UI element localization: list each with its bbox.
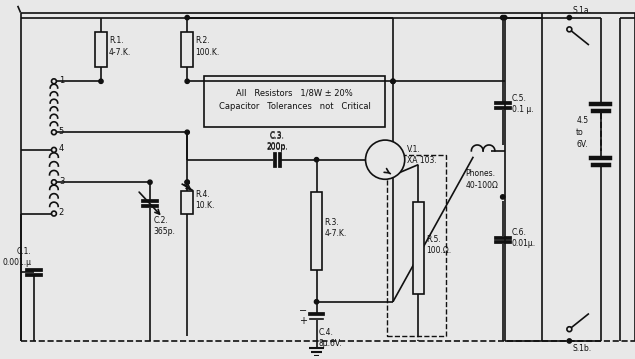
Bar [182,191,193,214]
Text: C.4.
8μ.6V.: C.4. 8μ.6V. [319,328,342,348]
Text: C.6.
0.01μ.: C.6. 0.01μ. [512,228,536,248]
Text: R.2.
100.K.: R.2. 100.K. [195,37,219,57]
Circle shape [567,27,572,32]
Text: S.1a.: S.1a. [572,6,591,15]
Circle shape [500,15,505,20]
Text: All   Resistors   1/8W ± 20%
Capacitor   Tolerances   not   Critical: All Resistors 1/8W ± 20% Capacitor Toler… [218,89,370,111]
Circle shape [502,15,507,20]
Circle shape [51,79,57,84]
Text: −: − [298,306,307,316]
Text: 2: 2 [59,208,64,217]
Text: C.5.
0.1 μ.: C.5. 0.1 μ. [512,94,533,114]
Bar [95,32,107,67]
Bar [387,155,446,336]
Circle shape [314,158,319,162]
Bar [413,202,424,294]
Text: C.3.
200p.: C.3. 200p. [267,131,288,151]
Bar [204,76,385,127]
Text: R.1.
4-7.K.: R.1. 4-7.K. [109,37,131,57]
Text: C.1.
0.001.μ: C.1. 0.001.μ [3,247,31,267]
Text: C.3.
200p.: C.3. 200p. [267,132,288,152]
Circle shape [51,180,57,185]
Circle shape [567,15,572,20]
Text: 1: 1 [59,76,64,85]
Circle shape [148,180,152,185]
Circle shape [51,211,57,216]
Circle shape [51,130,57,135]
Text: R.5.
100.Ω.: R.5. 100.Ω. [426,235,451,255]
Circle shape [185,15,189,20]
Circle shape [391,79,395,83]
Circle shape [567,339,572,343]
Text: Phones.
40-100Ω: Phones. 40-100Ω [465,169,498,190]
Circle shape [185,180,189,185]
Circle shape [314,300,319,304]
Text: C.2.
365p.: C.2. 365p. [154,215,176,236]
Circle shape [185,79,189,83]
Text: 5: 5 [59,127,64,136]
Bar [311,192,323,270]
Circle shape [51,148,57,152]
Circle shape [500,195,505,199]
Text: 4.5
to
6V.: 4.5 to 6V. [576,116,589,149]
Text: 4: 4 [59,144,64,153]
Text: R.4.
10.K.: R.4. 10.K. [195,190,215,210]
Text: 3: 3 [59,177,64,186]
Text: R.3.
4-7.K.: R.3. 4-7.K. [324,218,347,238]
Circle shape [185,130,189,134]
Circle shape [391,79,395,83]
Text: +: + [298,316,307,326]
Bar [182,32,193,67]
Circle shape [567,327,572,332]
Text: V.1.
XA 103.: V.1. XA 103. [406,145,436,165]
Circle shape [99,79,103,83]
Circle shape [366,140,404,179]
Circle shape [185,180,189,185]
Text: S.1b.: S.1b. [572,344,591,353]
